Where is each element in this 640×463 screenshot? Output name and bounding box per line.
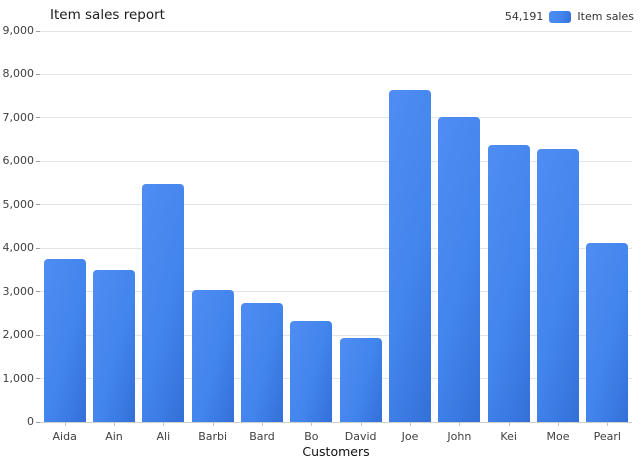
x-axis-label: Pearl bbox=[593, 430, 621, 443]
x-axis-label: Moe bbox=[546, 430, 570, 443]
x-axis-tick bbox=[64, 422, 66, 426]
gridline bbox=[40, 378, 632, 380]
gridline bbox=[40, 247, 632, 249]
y-axis-label: 7,000 bbox=[2, 110, 35, 124]
x-axis-tick bbox=[410, 422, 411, 426]
x-axis-tick bbox=[508, 422, 510, 426]
y-axis-tick bbox=[36, 30, 40, 32]
y-axis-tick bbox=[36, 204, 40, 206]
chart-title: Item sales report bbox=[50, 7, 165, 23]
y-axis-label: 0 bbox=[27, 415, 34, 428]
x-axis-tick bbox=[459, 422, 461, 426]
y-axis-tick bbox=[36, 378, 40, 380]
y-axis-tick bbox=[36, 117, 40, 119]
bar-ali[interactable] bbox=[142, 184, 185, 422]
y-axis-label: 2,000 bbox=[2, 328, 35, 342]
y-axis-tick bbox=[36, 291, 40, 293]
gridline bbox=[40, 117, 632, 119]
x-axis-tick bbox=[558, 422, 559, 426]
x-axis-tick bbox=[607, 422, 609, 426]
x-axis-tick bbox=[163, 422, 165, 426]
bar-john[interactable] bbox=[438, 117, 481, 422]
y-axis-label: 9,000 bbox=[2, 24, 35, 37]
bar-bard[interactable] bbox=[241, 303, 283, 422]
bar-joe[interactable] bbox=[389, 89, 431, 422]
y-axis-label: 4,000 bbox=[2, 241, 35, 255]
gridline bbox=[40, 160, 632, 162]
y-axis-label: 3,000 bbox=[2, 284, 35, 298]
x-axis-label: Ali bbox=[156, 430, 171, 443]
x-axis-label: Bo bbox=[304, 430, 319, 443]
bar-kei[interactable] bbox=[487, 144, 530, 422]
y-axis-label: 5,000 bbox=[2, 197, 35, 211]
x-axis-label: David bbox=[344, 430, 377, 443]
bar-bo[interactable] bbox=[290, 320, 333, 422]
y-axis-label: 1,000 bbox=[2, 371, 35, 385]
x-axis-label: Joe bbox=[401, 430, 419, 443]
x-axis-label: Ain bbox=[105, 430, 123, 443]
gridline bbox=[40, 73, 632, 75]
x-axis-label: Barbi bbox=[198, 430, 228, 443]
x-axis-label: Bard bbox=[249, 430, 275, 443]
y-axis-label: 6,000 bbox=[2, 154, 35, 168]
bar-aida[interactable] bbox=[43, 259, 86, 422]
legend: 54,191 Item sales bbox=[505, 10, 634, 23]
gridline bbox=[40, 334, 632, 336]
bar-moe[interactable] bbox=[537, 148, 579, 422]
bar-barbi[interactable] bbox=[191, 289, 234, 422]
bar-ain[interactable] bbox=[93, 270, 135, 422]
y-axis-label: 8,000 bbox=[2, 67, 35, 81]
y-axis-tick bbox=[36, 73, 40, 75]
x-axis-tick bbox=[311, 422, 313, 426]
y-axis-tick bbox=[36, 247, 40, 249]
x-axis-label: John bbox=[447, 430, 472, 443]
gridline bbox=[40, 291, 632, 293]
gridline bbox=[40, 30, 632, 32]
y-axis-tick bbox=[36, 421, 40, 423]
x-axis-tick bbox=[114, 422, 115, 426]
x-axis-tick bbox=[212, 422, 214, 426]
plot-area: Customers 0 1,000 2,000 3,000 4,000 5,000 6,00… bbox=[3, 25, 632, 459]
y-axis-tick bbox=[36, 160, 40, 162]
gridline bbox=[40, 204, 632, 206]
bar-david[interactable] bbox=[339, 338, 382, 422]
x-axis-title: Customers bbox=[302, 444, 370, 459]
legend-total-value: 54,191 bbox=[504, 10, 544, 23]
bar-pearl[interactable] bbox=[586, 242, 629, 422]
x-axis-label: Aida bbox=[52, 430, 77, 443]
x-axis-label: Kei bbox=[500, 430, 517, 443]
x-axis-tick bbox=[360, 422, 362, 426]
y-axis-tick bbox=[36, 334, 40, 336]
legend-series-label[interactable]: Item sales bbox=[577, 10, 634, 23]
x-axis-tick bbox=[262, 422, 263, 426]
item-sales-series-swatch-icon[interactable] bbox=[549, 10, 572, 23]
